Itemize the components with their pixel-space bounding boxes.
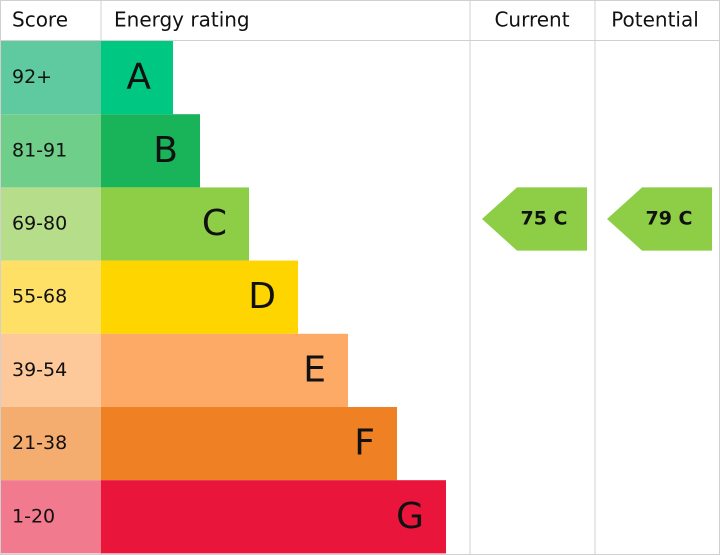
rating-bar [101, 260, 298, 334]
rating-bar [101, 114, 200, 188]
rating-bar [101, 41, 173, 115]
score-label: 69-80 [12, 213, 67, 235]
rating-letter: G [396, 496, 424, 537]
rating-letter: F [354, 423, 375, 464]
potential-label: 79 C [646, 208, 693, 230]
score-label: 21-38 [12, 432, 67, 454]
rating-letter: D [248, 276, 276, 317]
score-cell [1, 114, 101, 188]
header-potential: Potential [611, 8, 699, 32]
score-label: 1-20 [12, 505, 55, 527]
rating-bar [101, 407, 397, 481]
rating-letter: B [153, 130, 178, 171]
rating-bar [101, 187, 249, 261]
potential-arrow [607, 187, 712, 251]
score-label: 55-68 [12, 286, 67, 308]
score-cell [1, 260, 101, 334]
rating-bar [101, 480, 446, 554]
score-cell [1, 407, 101, 481]
rating-letter: C [202, 203, 227, 244]
score-label: 39-54 [12, 359, 67, 381]
rating-bar [101, 333, 348, 407]
score-cell [1, 480, 101, 554]
rating-letter: A [126, 57, 151, 98]
score-cell [1, 187, 101, 261]
rating-letter: E [303, 349, 326, 390]
current-arrow [482, 187, 587, 251]
current-label: 75 C [521, 208, 568, 230]
header-score: Score [12, 8, 68, 32]
header-current: Current [494, 8, 569, 32]
score-cell [1, 333, 101, 407]
score-cell [1, 41, 101, 115]
header-rating: Energy rating [114, 8, 250, 32]
score-label: 81-91 [12, 139, 67, 161]
score-label: 92+ [12, 66, 52, 88]
